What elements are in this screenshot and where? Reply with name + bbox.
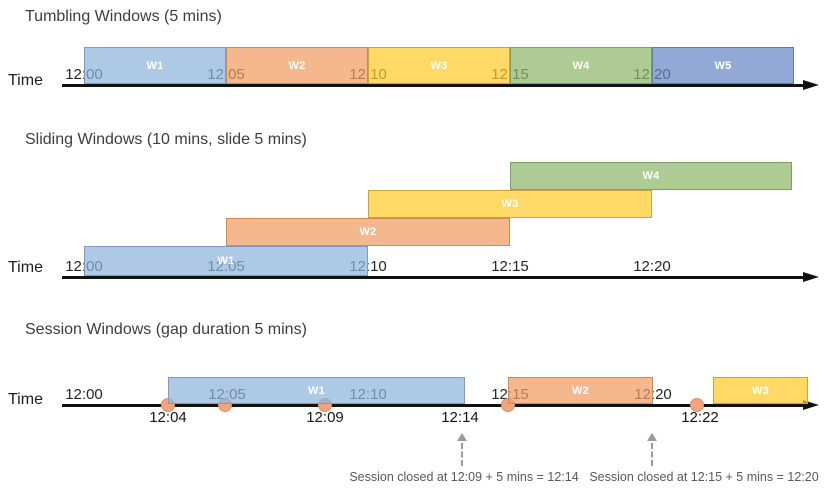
dashed-up-arrow-icon-2 bbox=[647, 433, 657, 441]
session-window-w1-label: W1 bbox=[307, 384, 326, 397]
sliding-window-w4: W4 bbox=[510, 162, 792, 190]
tumbling-title: Tumbling Windows (5 mins) bbox=[25, 8, 222, 25]
tumbling-window-w3-label: W3 bbox=[430, 59, 448, 72]
sliding-tick-12-20: 12:20 bbox=[633, 258, 671, 275]
session-annotation-1: Session closed at 12:09 + 5 mins = 12:14 bbox=[349, 470, 579, 484]
event-label-12-14: 12:14 bbox=[441, 409, 479, 426]
dashed-arrow-line-1 bbox=[461, 443, 463, 466]
tumbling-window-w3: W3 bbox=[368, 47, 510, 84]
tumbling-time-axis bbox=[62, 84, 806, 87]
sliding-axis-arrow-icon bbox=[803, 272, 819, 282]
sliding-title: Sliding Windows (10 mins, slide 5 mins) bbox=[25, 131, 307, 148]
session-axis-arrow-icon bbox=[803, 400, 819, 410]
session-title: Session Windows (gap duration 5 mins) bbox=[25, 321, 307, 338]
sliding-window-w2: W2 bbox=[226, 218, 510, 246]
session-window-w1: W1 bbox=[168, 377, 465, 404]
sliding-window-w3: W3 bbox=[368, 190, 652, 218]
event-label-12-04: 12:04 bbox=[149, 409, 187, 426]
tumbling-window-w2-label: W2 bbox=[288, 59, 306, 72]
tumbling-window-w2: W2 bbox=[226, 47, 368, 84]
dashed-up-arrow-icon-1 bbox=[457, 433, 467, 441]
session-window-w2-label: W2 bbox=[571, 384, 590, 397]
session-window-w3: W3 bbox=[713, 377, 808, 404]
session-annotation-2: Session closed at 12:15 + 5 mins = 12:20 bbox=[589, 470, 819, 484]
tumbling-time-label: Time bbox=[8, 72, 43, 89]
session-time-label: Time bbox=[8, 391, 43, 408]
tumbling-window-w4-label: W4 bbox=[572, 59, 590, 72]
tumbling-window-w1: W1 bbox=[84, 47, 226, 84]
sliding-window-w2-label: W2 bbox=[359, 226, 377, 238]
tumbling-axis-arrow-icon bbox=[803, 80, 819, 90]
sliding-tick-12-15: 12:15 bbox=[491, 258, 529, 275]
sliding-window-w3-label: W3 bbox=[501, 198, 519, 210]
tumbling-window-w5: W5 bbox=[652, 47, 794, 84]
session-window-w3-label: W3 bbox=[751, 384, 770, 397]
sliding-window-w1-label: W1 bbox=[217, 255, 235, 267]
tumbling-window-w4: W4 bbox=[510, 47, 652, 84]
sliding-window-w1: W1 bbox=[84, 246, 368, 276]
tumbling-window-w1-label: W1 bbox=[146, 59, 164, 72]
tumbling-window-w5-label: W5 bbox=[714, 59, 732, 72]
session-window-w2: W2 bbox=[508, 377, 653, 404]
sliding-time-label: Time bbox=[8, 259, 43, 276]
sliding-time-axis bbox=[62, 276, 806, 279]
event-dot-12-22 bbox=[690, 398, 704, 412]
event-label-12-09: 12:09 bbox=[306, 409, 344, 426]
dashed-arrow-line-2 bbox=[651, 443, 653, 466]
event-label-12-22: 12:22 bbox=[681, 409, 719, 426]
sliding-window-w4-label: W4 bbox=[642, 170, 660, 182]
session-tick-12-00: 12:00 bbox=[65, 386, 103, 403]
session-time-axis bbox=[62, 404, 806, 407]
